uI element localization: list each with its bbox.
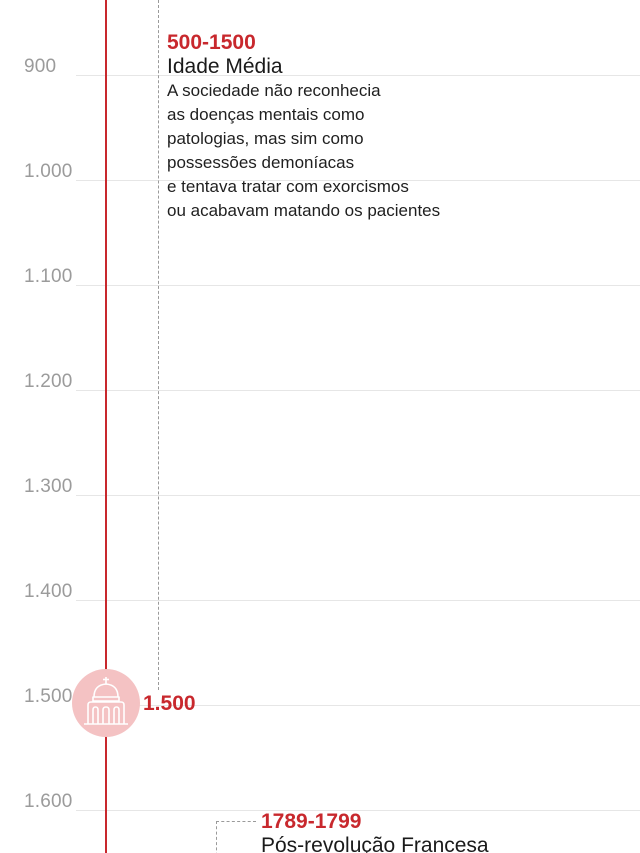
year-gridline bbox=[76, 75, 640, 76]
year-row: 1.000 bbox=[0, 161, 640, 182]
year-label: 1.600 bbox=[24, 791, 73, 812]
event-description-line: patologias, mas sim como bbox=[167, 129, 364, 148]
event-title: Pós-revolução Francesa bbox=[261, 834, 489, 853]
event-description-line: ou acabavam matando os pacientes bbox=[167, 201, 441, 220]
event-card: 1789-1799 Pós-revolução Francesa bbox=[261, 809, 489, 853]
year-gridline bbox=[76, 285, 640, 286]
event-years: 500-1500 bbox=[167, 31, 256, 54]
year-row: 1.600 bbox=[0, 791, 640, 812]
marker-year-label: 1.500 bbox=[143, 692, 196, 715]
year-label: 1.400 bbox=[24, 581, 73, 602]
event-description-line: A sociedade não reconhecia bbox=[167, 81, 381, 100]
timeline-axis bbox=[105, 0, 107, 853]
event-range-line bbox=[216, 821, 217, 853]
church-building-icon bbox=[84, 677, 128, 725]
timeline-marker bbox=[72, 669, 140, 737]
event-range-cap bbox=[216, 821, 256, 822]
event-years: 1789-1799 bbox=[261, 810, 362, 833]
year-row: 1.400 bbox=[0, 581, 640, 602]
year-row: 1.200 bbox=[0, 371, 640, 392]
year-gridline bbox=[76, 705, 640, 706]
event-description-line: as doenças mentais como bbox=[167, 105, 365, 124]
year-row: 1.100 bbox=[0, 266, 640, 287]
year-label: 1.100 bbox=[24, 266, 73, 287]
year-label: 1.300 bbox=[24, 476, 73, 497]
year-label: 1.200 bbox=[24, 371, 73, 392]
year-row: 1.500 bbox=[0, 686, 640, 707]
year-row: 1.300 bbox=[0, 476, 640, 497]
year-label: 900 bbox=[24, 56, 57, 77]
year-gridline bbox=[76, 495, 640, 496]
event-card: 500-1500 Idade Média A sociedade não rec… bbox=[167, 30, 527, 223]
event-title: Idade Média bbox=[167, 55, 283, 78]
year-label: 1.500 bbox=[24, 686, 73, 707]
year-gridline bbox=[76, 390, 640, 391]
event-range-line bbox=[158, 0, 159, 690]
event-description-line: possessões demoníacas bbox=[167, 153, 355, 172]
year-gridline bbox=[76, 180, 640, 181]
year-gridline bbox=[76, 600, 640, 601]
year-label: 1.000 bbox=[24, 161, 73, 182]
year-gridline bbox=[76, 810, 640, 811]
year-row: 900 bbox=[0, 56, 640, 77]
event-description-line: e tentava tratar com exorcismos bbox=[167, 177, 409, 196]
